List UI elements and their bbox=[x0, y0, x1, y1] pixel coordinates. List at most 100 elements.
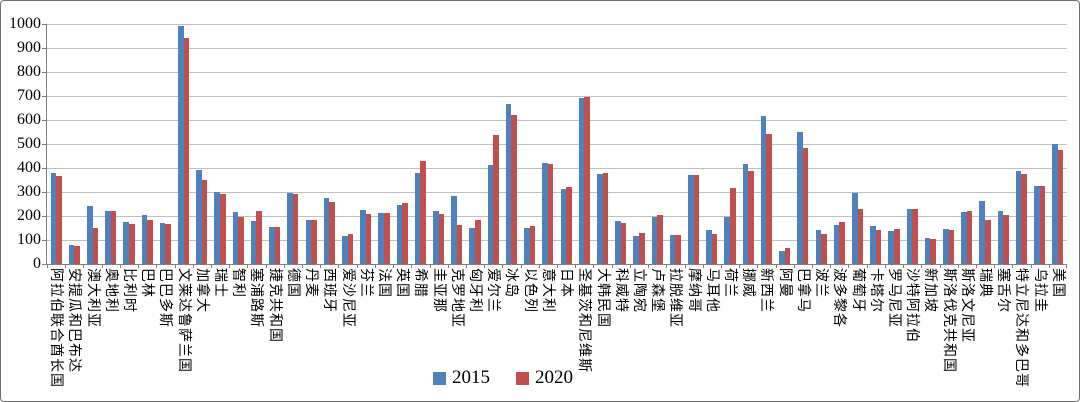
bar-2020 bbox=[329, 201, 335, 264]
category-label: 塞浦路斯 bbox=[248, 268, 264, 328]
bar-2020 bbox=[438, 213, 445, 264]
bar-2020 bbox=[985, 220, 991, 264]
x-axis-tick bbox=[957, 264, 959, 268]
x-axis-tick bbox=[47, 264, 48, 268]
bar-2015 bbox=[596, 174, 603, 264]
bar-2015 bbox=[706, 230, 712, 264]
bar-2015 bbox=[451, 196, 457, 264]
category-label: 拉脱维亚 bbox=[667, 268, 683, 328]
category-label: 葡萄牙 bbox=[849, 268, 865, 313]
y-axis-label: 600 bbox=[17, 111, 41, 128]
x-axis-tick bbox=[156, 264, 158, 268]
category-label: 法国 bbox=[375, 268, 391, 298]
gridline bbox=[47, 96, 1067, 97]
y-axis-tick bbox=[42, 96, 46, 97]
x-axis-tick bbox=[666, 264, 668, 268]
x-axis-tick bbox=[138, 264, 140, 268]
y-axis-tick bbox=[42, 264, 46, 265]
bar-2020 bbox=[238, 216, 244, 264]
bar-2015 bbox=[742, 163, 749, 264]
bar-2020 bbox=[493, 134, 499, 264]
x-axis-tick bbox=[229, 264, 231, 268]
y-axis-tick bbox=[42, 144, 46, 145]
category-label: 巴巴多斯 bbox=[157, 268, 173, 328]
category-label: 圣基茨和尼维斯 bbox=[576, 268, 592, 373]
bar-2020 bbox=[730, 188, 736, 264]
category-label: 荷兰 bbox=[722, 268, 738, 298]
gridline bbox=[47, 216, 1067, 217]
bar-2015 bbox=[724, 217, 731, 264]
category-label: 巴林 bbox=[139, 268, 155, 298]
bar-2020 bbox=[274, 226, 281, 264]
category-label: 克罗地亚 bbox=[448, 268, 464, 328]
bar-2020 bbox=[948, 229, 955, 264]
legend-swatch-icon bbox=[433, 371, 446, 385]
x-axis-tick bbox=[374, 264, 376, 268]
x-axis-tick bbox=[575, 264, 577, 268]
x-axis-tick bbox=[484, 264, 486, 268]
bar-2020 bbox=[566, 187, 572, 264]
y-axis-tick bbox=[42, 120, 46, 121]
x-axis-tick bbox=[393, 264, 395, 268]
category-label: 巴拿马 bbox=[794, 268, 810, 313]
category-label: 文莱达鲁萨兰国 bbox=[175, 268, 191, 373]
bar-2015 bbox=[159, 223, 166, 264]
legend-item-2020: 2020 bbox=[516, 367, 573, 389]
bar-2020 bbox=[402, 203, 408, 264]
bar-2020 bbox=[547, 163, 554, 264]
x-axis-tick bbox=[101, 264, 103, 268]
category-label: 马耳他 bbox=[703, 268, 719, 313]
legend-label: 2020 bbox=[535, 367, 573, 388]
bar-2020 bbox=[657, 214, 663, 264]
x-axis-tick bbox=[1012, 264, 1014, 268]
x-axis-tick bbox=[629, 264, 631, 268]
bar-2020 bbox=[128, 223, 135, 264]
category-label: 塞舌尔 bbox=[995, 268, 1011, 313]
x-axis-tick bbox=[520, 264, 522, 268]
x-axis-tick bbox=[174, 264, 176, 268]
gridline bbox=[47, 72, 1067, 73]
bar-2015 bbox=[651, 216, 658, 264]
bar-2015 bbox=[378, 213, 384, 264]
bar-2015 bbox=[851, 192, 858, 264]
gridline bbox=[47, 144, 1067, 145]
bar-2020 bbox=[365, 214, 372, 264]
bar-2020 bbox=[620, 222, 627, 264]
bar-2020 bbox=[92, 227, 99, 264]
category-label: 波多黎各 bbox=[831, 268, 847, 328]
bar-2020 bbox=[292, 193, 299, 264]
x-axis-tick bbox=[192, 264, 194, 268]
x-axis-tick bbox=[247, 264, 249, 268]
x-axis-tick bbox=[265, 264, 267, 268]
x-axis-tick bbox=[465, 264, 467, 268]
category-label: 爱尔兰 bbox=[485, 268, 501, 313]
category-label: 比利时 bbox=[120, 268, 136, 313]
x-axis-tick bbox=[975, 264, 977, 268]
x-axis-tick bbox=[65, 264, 67, 268]
bar-2020 bbox=[602, 173, 609, 264]
bar-2015 bbox=[578, 98, 585, 264]
x-axis-tick bbox=[557, 264, 558, 268]
bar-2020 bbox=[893, 228, 900, 264]
x-axis-tick bbox=[302, 264, 303, 268]
bar-2020 bbox=[456, 225, 463, 264]
bar-2015 bbox=[105, 210, 111, 264]
category-label: 罗马尼亚 bbox=[885, 268, 901, 328]
category-label: 以色列 bbox=[521, 268, 537, 313]
bar-2015 bbox=[888, 230, 894, 264]
bar-2015 bbox=[688, 175, 694, 264]
y-axis-tick bbox=[42, 240, 46, 241]
x-axis-tick bbox=[848, 264, 850, 268]
bar-2015 bbox=[797, 132, 803, 264]
bar-2020 bbox=[56, 175, 62, 264]
x-axis-tick bbox=[411, 264, 413, 268]
bar-2020 bbox=[875, 230, 882, 264]
x-axis-tick bbox=[119, 264, 121, 268]
bar-2015 bbox=[669, 234, 676, 264]
bar-2020 bbox=[383, 213, 390, 264]
bar-2020 bbox=[966, 210, 973, 264]
bar-2020 bbox=[311, 219, 317, 264]
category-label: 希腊 bbox=[412, 268, 428, 298]
y-axis-label: 0 bbox=[33, 255, 41, 272]
bar-2015 bbox=[924, 237, 931, 264]
